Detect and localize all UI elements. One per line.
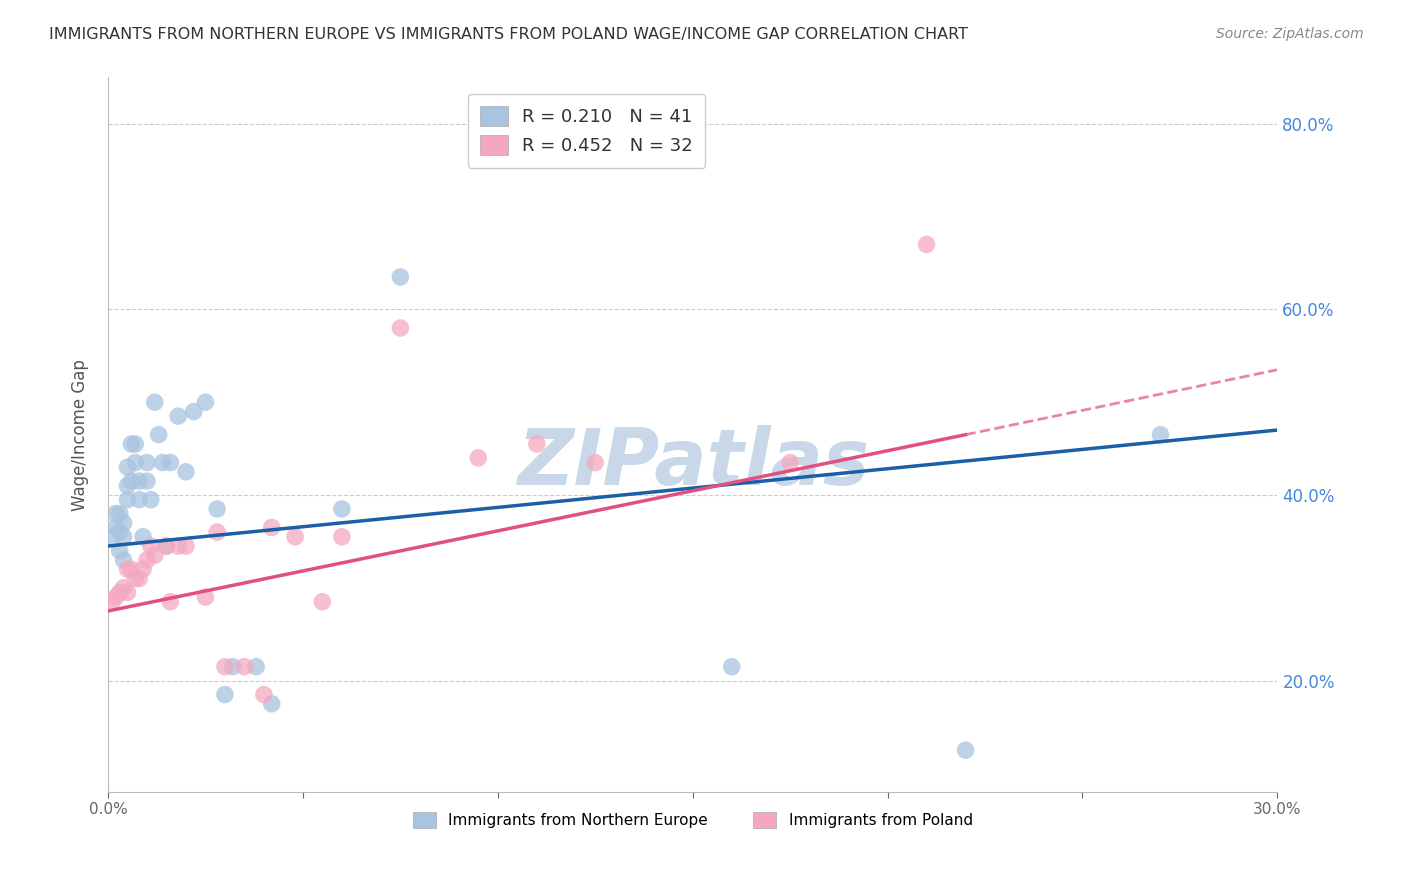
Point xyxy=(136,553,159,567)
Point xyxy=(214,688,236,702)
Point xyxy=(260,520,283,534)
Point xyxy=(117,585,139,599)
Point xyxy=(112,553,135,567)
Point xyxy=(174,465,197,479)
Point xyxy=(174,539,197,553)
Point xyxy=(108,543,131,558)
Point xyxy=(148,427,170,442)
Point xyxy=(132,530,155,544)
Point xyxy=(117,479,139,493)
Point xyxy=(159,456,181,470)
Point xyxy=(104,507,127,521)
Point xyxy=(117,492,139,507)
Point xyxy=(183,404,205,418)
Point xyxy=(143,395,166,409)
Text: ZIPatlas: ZIPatlas xyxy=(516,425,869,501)
Point xyxy=(260,697,283,711)
Point xyxy=(104,590,127,604)
Point xyxy=(311,595,333,609)
Point xyxy=(583,456,606,470)
Point xyxy=(112,581,135,595)
Point xyxy=(120,474,142,488)
Point xyxy=(389,269,412,284)
Point xyxy=(101,530,124,544)
Point xyxy=(104,520,127,534)
Y-axis label: Wage/Income Gap: Wage/Income Gap xyxy=(72,359,89,510)
Point xyxy=(233,659,256,673)
Point xyxy=(143,549,166,563)
Point xyxy=(155,539,177,553)
Point xyxy=(128,572,150,586)
Point xyxy=(124,456,146,470)
Point xyxy=(139,539,162,553)
Point xyxy=(124,437,146,451)
Point xyxy=(253,688,276,702)
Point xyxy=(167,539,190,553)
Point xyxy=(245,659,267,673)
Legend: Immigrants from Northern Europe, Immigrants from Poland: Immigrants from Northern Europe, Immigra… xyxy=(406,806,979,834)
Point xyxy=(214,659,236,673)
Point xyxy=(526,437,548,451)
Point xyxy=(120,437,142,451)
Point xyxy=(117,562,139,576)
Point xyxy=(120,562,142,576)
Point xyxy=(167,409,190,424)
Point xyxy=(139,492,162,507)
Point xyxy=(128,492,150,507)
Point xyxy=(128,474,150,488)
Point xyxy=(155,539,177,553)
Point xyxy=(467,450,489,465)
Point xyxy=(136,474,159,488)
Point xyxy=(112,530,135,544)
Point xyxy=(1149,427,1171,442)
Point xyxy=(117,460,139,475)
Point xyxy=(222,659,245,673)
Point xyxy=(779,456,801,470)
Point xyxy=(108,507,131,521)
Point xyxy=(124,572,146,586)
Point xyxy=(915,237,938,252)
Point xyxy=(132,562,155,576)
Point xyxy=(112,516,135,530)
Text: IMMIGRANTS FROM NORTHERN EUROPE VS IMMIGRANTS FROM POLAND WAGE/INCOME GAP CORREL: IMMIGRANTS FROM NORTHERN EUROPE VS IMMIG… xyxy=(49,27,969,42)
Point xyxy=(955,743,977,757)
Point xyxy=(284,530,307,544)
Text: Source: ZipAtlas.com: Source: ZipAtlas.com xyxy=(1216,27,1364,41)
Point xyxy=(389,321,412,335)
Point xyxy=(159,595,181,609)
Point xyxy=(205,502,228,516)
Point xyxy=(136,456,159,470)
Point xyxy=(101,595,124,609)
Point xyxy=(194,590,217,604)
Point xyxy=(720,659,742,673)
Point xyxy=(194,395,217,409)
Point xyxy=(330,530,353,544)
Point xyxy=(152,456,174,470)
Point xyxy=(205,525,228,540)
Point xyxy=(108,525,131,540)
Point xyxy=(330,502,353,516)
Point xyxy=(108,585,131,599)
